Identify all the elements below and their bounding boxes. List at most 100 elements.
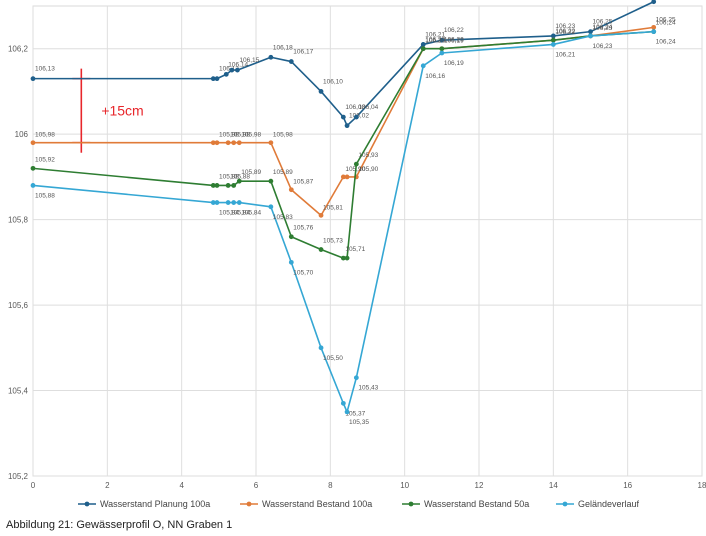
data-label: 105,76 (293, 225, 313, 232)
x-tick-label: 0 (31, 481, 36, 490)
data-label: 106,10 (323, 78, 343, 85)
data-point (210, 140, 216, 146)
data-point (550, 37, 556, 43)
data-point (439, 50, 445, 56)
data-point (344, 409, 350, 415)
data-point (236, 140, 242, 146)
data-label: 106,19 (444, 60, 464, 67)
y-tick-label: 106,2 (8, 45, 29, 54)
data-label: 105,35 (349, 419, 369, 426)
data-label: 106,16 (425, 73, 445, 80)
data-point (318, 89, 324, 94)
data-point (318, 345, 324, 351)
data-label: 106,25 (593, 19, 613, 26)
data-point (344, 174, 350, 180)
y-tick-label: 105,6 (8, 301, 29, 310)
data-label: 106,21 (555, 51, 575, 58)
data-point (30, 183, 36, 188)
data-label: 106,13 (219, 66, 239, 73)
data-label: 105,37 (345, 410, 365, 417)
data-label: 106,19 (444, 38, 464, 45)
x-tick-label: 14 (549, 481, 558, 490)
data-point (225, 200, 231, 205)
legend-marker (562, 501, 568, 507)
legend-label: Geländeverlauf (578, 499, 640, 509)
data-point (225, 140, 231, 146)
series-line (32, 30, 654, 259)
data-point (268, 204, 274, 210)
data-point (340, 255, 346, 261)
data-label: 106,13 (35, 66, 55, 73)
x-tick-label: 8 (328, 481, 333, 490)
data-point (288, 187, 294, 193)
data-label: 106,24 (593, 24, 613, 31)
data-point (268, 178, 274, 184)
annotation: +15cm (72, 68, 144, 153)
data-label: 105,90 (358, 166, 378, 173)
data-label: 105,43 (358, 385, 378, 392)
legend: Wasserstand Planung 100a Wasserstand Best… (78, 499, 640, 509)
data-point (288, 234, 294, 240)
data-point (318, 247, 324, 252)
data-label: 105,98 (241, 132, 261, 139)
data-point (30, 76, 36, 82)
line-chart: 0 2 4 6 8 10 12 14 16 18 105,2 105,4 105,6 105,8 106 10… (8, 0, 706, 509)
data-point (268, 140, 274, 146)
data-point (231, 200, 237, 205)
legend-label: Wasserstand Planung 100a (100, 499, 210, 509)
data-label: 105,89 (241, 169, 261, 176)
data-label: 105,92 (35, 156, 55, 163)
data-label: 106,20 (444, 37, 464, 44)
data-label: 106,03 (345, 104, 365, 111)
data-label: 105,84 (219, 210, 239, 217)
data-point (651, 0, 657, 5)
data-label: 105,88 (219, 173, 239, 180)
data-point (420, 63, 426, 69)
data-label: 106,20 (425, 37, 445, 44)
data-label: 105,98 (230, 132, 250, 139)
data-point (651, 29, 657, 35)
data-point (353, 161, 359, 167)
data-point (353, 375, 359, 381)
data-point (439, 37, 445, 43)
legend-label: Wasserstand Bestand 50a (424, 499, 529, 509)
data-point (340, 400, 346, 406)
data-label: 105,84 (241, 210, 261, 217)
data-label: 106,22 (444, 27, 464, 34)
data-point (340, 174, 346, 180)
data-point (353, 114, 359, 120)
data-label: 105,93 (358, 152, 378, 159)
gridlines (32, 5, 703, 477)
data-point (210, 183, 216, 188)
data-point (231, 183, 237, 188)
data-label: 106,23 (593, 25, 613, 32)
data-label: 106,23 (593, 43, 613, 50)
data-label: 106,25 (656, 16, 676, 23)
data-label: 106,24 (656, 39, 676, 46)
data-point (235, 67, 240, 73)
data-point (229, 67, 235, 73)
figure-caption: Abbildung 21: Gewässerprofil O, NN Grabe… (6, 519, 233, 531)
data-label: 106,22 (555, 28, 575, 35)
x-tick-label: 12 (475, 481, 484, 490)
data-point (214, 76, 220, 82)
data-point (30, 140, 36, 146)
data-label: 106,17 (293, 49, 313, 56)
data-label: 106,24 (656, 20, 676, 27)
data-label: 105,88 (35, 192, 55, 199)
data-point (223, 71, 229, 77)
data-point (439, 46, 445, 52)
legend-marker (246, 501, 252, 507)
data-point (420, 46, 426, 52)
x-tick-label: 16 (623, 481, 632, 490)
data-point (210, 76, 216, 82)
y-tick-label: 105,2 (8, 472, 29, 481)
data-label: 106,04 (358, 104, 378, 111)
data-point (550, 42, 556, 47)
x-tick-label: 4 (179, 481, 184, 490)
y-tick-label: 105,4 (8, 387, 29, 396)
data-label: 106,18 (273, 44, 293, 51)
data-label: 105,88 (230, 173, 250, 180)
data-point (236, 200, 242, 205)
data-point (288, 259, 294, 265)
